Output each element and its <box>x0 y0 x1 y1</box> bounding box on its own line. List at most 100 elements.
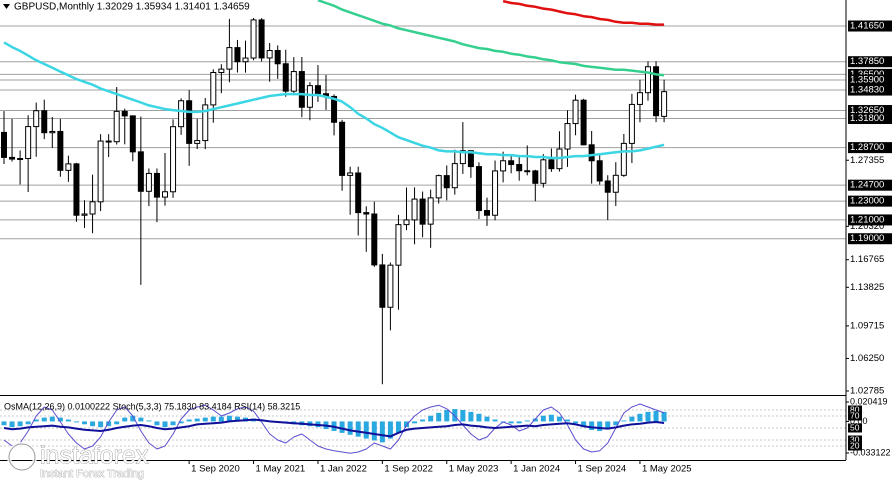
candle-body <box>620 142 627 176</box>
candle-body <box>226 47 233 70</box>
osma-bar <box>379 421 385 443</box>
osma-bar <box>226 415 232 422</box>
candle-body <box>33 110 40 128</box>
osma-bar <box>146 420 152 422</box>
moving-average <box>3 41 665 160</box>
x-tick-label: 1 May 2025 <box>642 464 692 475</box>
level-label: 1.21000 <box>850 214 884 225</box>
candle-body <box>653 66 660 117</box>
candle-body <box>540 159 547 184</box>
candle-body <box>105 140 112 143</box>
candle-body <box>395 224 402 266</box>
osma-bar <box>613 421 619 426</box>
candle-body <box>339 121 346 176</box>
candle-body <box>532 170 539 184</box>
osma-bar <box>605 421 611 430</box>
x-tick-label: 1 Jan 2024 <box>513 464 560 475</box>
candle-body <box>524 170 531 173</box>
y-tick-label: -0.033122 <box>850 447 891 457</box>
candle-body <box>194 140 201 144</box>
candle-body <box>41 110 48 134</box>
osma-bar <box>476 413 482 422</box>
candle-body <box>427 197 434 225</box>
osma-bar <box>82 421 87 425</box>
candle-body <box>97 140 104 203</box>
x-tick-label: 1 Sep 2024 <box>578 464 627 475</box>
osma-bar <box>524 420 530 422</box>
osma-bar <box>565 419 570 422</box>
level-label-box <box>848 68 892 80</box>
y2-tick-label: 80 <box>850 404 860 414</box>
osma-bar <box>460 410 466 422</box>
osma-bar <box>1 421 7 426</box>
osma-bar <box>597 421 603 431</box>
osma-bar <box>202 417 208 422</box>
osma-bar <box>468 411 474 422</box>
osma-bar <box>581 421 587 428</box>
osma-bar <box>218 416 224 422</box>
osma-bar <box>106 421 112 427</box>
level-label: 1.24700 <box>850 180 884 191</box>
y2-tick-label: 20 <box>850 440 860 450</box>
candle-body <box>628 103 635 144</box>
candle-body <box>1 131 7 158</box>
candle-body <box>484 210 490 216</box>
osma-bar <box>9 421 15 428</box>
osma-bar <box>532 418 538 422</box>
osma-bar <box>645 411 651 422</box>
candle-body <box>137 151 144 192</box>
level-label-box <box>848 20 892 32</box>
osma-bar <box>621 420 627 422</box>
osma-bar <box>41 417 47 422</box>
candle-body <box>314 85 321 95</box>
osma-bar <box>339 421 345 433</box>
candle-body <box>612 174 619 193</box>
osma-bar <box>653 410 659 422</box>
y-tick-label: 0.020419 <box>850 396 888 406</box>
menu-arrow[interactable] <box>3 4 10 9</box>
candle-body <box>113 110 120 143</box>
candle-body <box>661 91 668 117</box>
osma-bar <box>162 421 168 428</box>
candle-body <box>508 160 515 166</box>
candle-body <box>186 100 193 144</box>
candle-body <box>298 71 305 108</box>
level-label: 1.34830 <box>850 85 884 96</box>
x-tick-label: 1 Jan 2022 <box>320 464 367 475</box>
candle-body <box>153 172 160 198</box>
candle-body <box>73 163 80 216</box>
candle-body <box>516 164 523 172</box>
level-label-box <box>848 405 862 415</box>
candle-body <box>475 166 482 212</box>
x-tick-label: 1 Sep 2022 <box>384 464 433 475</box>
logo-tagline: Instant Forex Trading <box>40 468 144 480</box>
osma-bar <box>65 419 71 422</box>
candle-body <box>234 47 241 63</box>
logo-icon-outline <box>8 443 36 471</box>
candle-body <box>379 264 386 308</box>
y-tick-label: 1.27355 <box>850 155 884 166</box>
osma-bar <box>444 410 450 422</box>
candle-body <box>387 264 394 308</box>
level-label: 1.41650 <box>850 21 884 32</box>
osma-bar <box>347 421 353 435</box>
candle-body <box>347 172 354 176</box>
osma-bar <box>49 416 55 422</box>
indicator-title: OsMA(12,26,9) 0.0100222 Stoch(5,3,3) 75.… <box>4 401 300 411</box>
candle-body <box>65 163 72 171</box>
level-label-box <box>848 74 892 86</box>
logo-name: instaforex <box>40 442 149 470</box>
candle-body <box>435 175 442 199</box>
candle-body <box>9 156 16 160</box>
osma-bar <box>436 412 442 422</box>
osma-bar <box>492 419 498 422</box>
candle-body <box>459 150 466 165</box>
candle-body <box>258 19 265 59</box>
candle-body <box>178 100 185 128</box>
osma-bar <box>661 411 667 422</box>
osma-bar <box>452 409 458 422</box>
level-label: 1.37850 <box>850 56 884 67</box>
candle-body <box>580 99 587 146</box>
candle-body <box>274 50 281 65</box>
